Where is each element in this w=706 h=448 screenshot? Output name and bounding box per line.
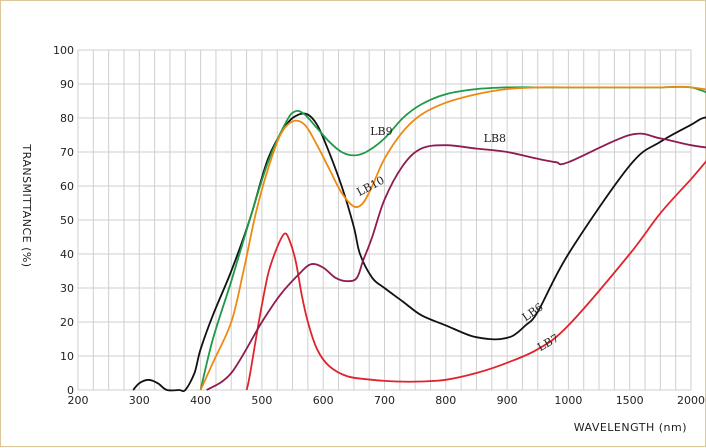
series-lines	[133, 87, 706, 392]
x-tick-label: 200	[68, 394, 89, 407]
y-tick-label: 50	[60, 214, 74, 227]
y-tick-label: 30	[60, 282, 74, 295]
y-tick-label: 10	[60, 350, 74, 363]
series-label-lb10: LB10	[355, 174, 387, 199]
x-tick-label: 1000	[554, 394, 582, 407]
y-tick-label: 100	[53, 44, 74, 57]
x-tick-label: 300	[129, 394, 150, 407]
y-axis-title: TRANSMITTANCE (%)	[20, 143, 33, 267]
series-label-lb9: LB9	[370, 125, 392, 138]
grid	[78, 50, 706, 390]
series-line-lb8	[207, 134, 706, 390]
y-tick-label: 60	[60, 180, 74, 193]
y-tick-label: 90	[60, 78, 74, 91]
x-tick-label: 800	[435, 394, 456, 407]
y-tick-label: 40	[60, 248, 74, 261]
x-tick-label: 600	[313, 394, 334, 407]
x-axis-title: WAVELENGTH (nm)	[574, 421, 687, 434]
x-tick-labels: 2003004005006007008009001000150020002500	[68, 394, 706, 407]
x-tick-label: 2000	[677, 394, 705, 407]
series-label-lb8: LB8	[484, 132, 506, 145]
x-tick-label: 900	[497, 394, 518, 407]
x-tick-label: 1500	[616, 394, 644, 407]
x-tick-label: 700	[374, 394, 395, 407]
y-tick-label: 70	[60, 146, 74, 159]
y-tick-label: 20	[60, 316, 74, 329]
y-tick-label: 80	[60, 112, 74, 125]
x-tick-label: 500	[251, 394, 272, 407]
x-tick-label: 400	[190, 394, 211, 407]
